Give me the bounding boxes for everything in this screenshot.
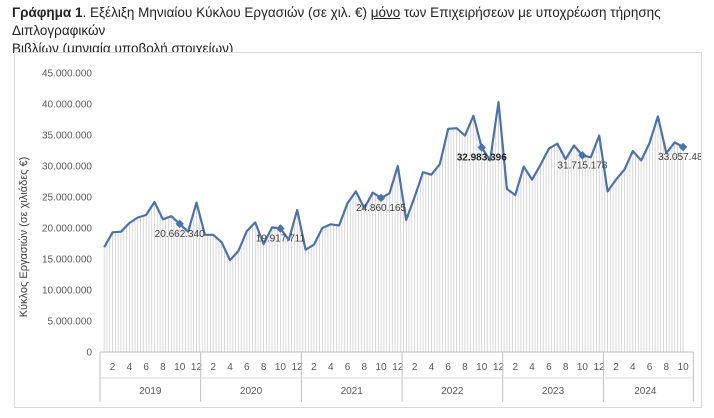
year-label: 2024: [634, 386, 657, 397]
caption-text-2: των Επιχειρήσεων με υποχρέωση τήρησης Δι…: [12, 5, 661, 38]
y-tick-label: 45.000.000: [42, 69, 92, 80]
year-label: 2021: [341, 386, 364, 397]
x-tick-label: 8: [664, 362, 670, 373]
x-tick-label: 10: [678, 362, 690, 373]
figure-label: Γράφημα 1: [12, 5, 83, 20]
x-tick-label: 10: [577, 362, 589, 373]
x-tick-label: 6: [546, 362, 552, 373]
data-point-marker: [276, 224, 285, 233]
x-tick-label: 6: [345, 362, 351, 373]
x-tick-label: 4: [328, 362, 334, 373]
data-label: 31.715.178: [557, 160, 607, 171]
x-tick-label: 6: [143, 362, 149, 373]
caption-text-1: . Εξέλιξη Μηνιαίου Κύκλου Εργασιών (σε χ…: [82, 5, 371, 20]
x-tick-label: 6: [647, 362, 653, 373]
y-tick-label: 15.000.000: [42, 255, 92, 266]
x-tick-label: 12: [392, 362, 404, 373]
x-tick-label: 2: [513, 362, 519, 373]
x-tick-label: 8: [261, 362, 267, 373]
x-tick-label: 4: [529, 362, 535, 373]
series-line: [103, 100, 684, 262]
x-tick-label: 12: [594, 362, 606, 373]
x-tick-label: 8: [563, 362, 569, 373]
x-tick-label: 2: [613, 362, 619, 373]
y-tick-label: 40.000.000: [42, 100, 92, 111]
line-chart: Κύκλος Εργασιών (σε χιλιάδες €) 0 5.000.0…: [18, 69, 701, 402]
figure-caption: Γράφημα 1. Εξέλιξη Μηνιαίου Κύκλου Εργασ…: [12, 4, 708, 58]
x-tick-label: 8: [362, 362, 368, 373]
y-tick-label: 0: [86, 348, 92, 359]
x-tick-label: 12: [191, 362, 203, 373]
year-label: 2022: [441, 386, 464, 397]
y-axis-label: Κύκλος Εργασιών (σε χιλιάδες €): [18, 157, 30, 318]
x-tick-label: 10: [174, 362, 186, 373]
data-label: 20.662.340: [155, 229, 205, 240]
x-tick-label: 8: [462, 362, 468, 373]
y-tick-label: 20.000.000: [42, 224, 92, 235]
x-tick-label: 2: [210, 362, 216, 373]
x-tick-label: 4: [630, 362, 636, 373]
x-tick-label: 2: [311, 362, 317, 373]
x-tick-label: 6: [445, 362, 451, 373]
x-tick-label: 10: [275, 362, 287, 373]
x-tick-label: 6: [244, 362, 250, 373]
data-label: 33.057.486: [658, 152, 701, 163]
data-point-marker: [175, 219, 184, 229]
y-tick-label: 35.000.000: [42, 131, 92, 142]
y-tick-label: 5.000.000: [48, 317, 93, 328]
x-tick-label: 4: [429, 362, 435, 373]
caption-underlined: μόνο: [370, 5, 401, 20]
x-tick-label: 10: [476, 362, 488, 373]
y-tick-label: 10.000.000: [42, 286, 92, 297]
year-label: 2019: [139, 386, 162, 397]
x-tick-label: 2: [412, 362, 418, 373]
year-label: 2020: [240, 386, 263, 397]
year-label: 2023: [542, 386, 565, 397]
x-tick-label: 10: [376, 362, 388, 373]
data-label: 19.917.711: [256, 234, 306, 245]
y-tick-label: 25.000.000: [42, 193, 92, 204]
x-tick-label: 12: [493, 362, 505, 373]
data-point-marker: [376, 193, 386, 203]
chart-container: Κύκλος Εργασιών (σε χιλιάδες €) 0 5.000.0…: [14, 52, 702, 408]
x-tick-label: 2: [110, 362, 116, 373]
x-tick-label: 4: [227, 362, 233, 373]
y-tick-label: 30.000.000: [42, 162, 92, 173]
data-label: 32.983.396: [457, 153, 507, 164]
data-point-marker: [477, 143, 486, 152]
x-tick-label: 8: [160, 362, 166, 373]
x-tick-label: 12: [292, 362, 304, 373]
data-label: 24.860.165: [356, 203, 406, 214]
x-tick-label: 4: [127, 362, 133, 373]
